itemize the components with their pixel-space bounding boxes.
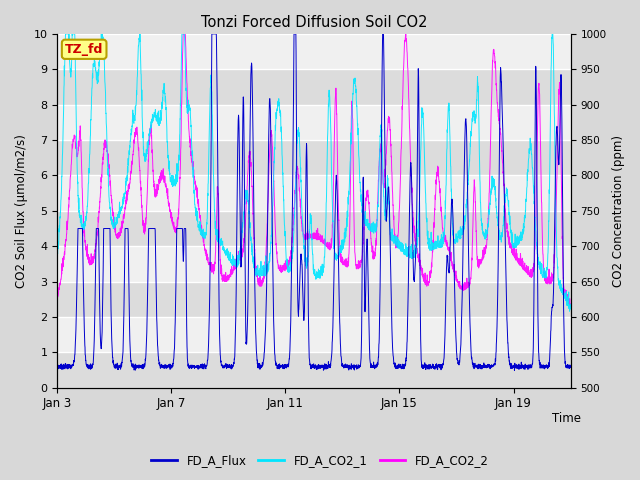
Y-axis label: CO2 Soil Flux (μmol/m2/s): CO2 Soil Flux (μmol/m2/s) xyxy=(15,134,28,288)
Bar xyxy=(57,352,571,388)
Y-axis label: CO2 Concentration (ppm): CO2 Concentration (ppm) xyxy=(612,135,625,287)
Bar xyxy=(57,282,571,317)
Bar xyxy=(57,211,571,246)
Legend: FD_A_Flux, FD_A_CO2_1, FD_A_CO2_2: FD_A_Flux, FD_A_CO2_1, FD_A_CO2_2 xyxy=(147,449,493,472)
Text: TZ_fd: TZ_fd xyxy=(65,43,103,56)
Title: Tonzi Forced Diffusion Soil CO2: Tonzi Forced Diffusion Soil CO2 xyxy=(201,15,427,30)
Bar xyxy=(57,140,571,176)
X-axis label: Time: Time xyxy=(552,412,581,425)
Bar xyxy=(57,69,571,105)
